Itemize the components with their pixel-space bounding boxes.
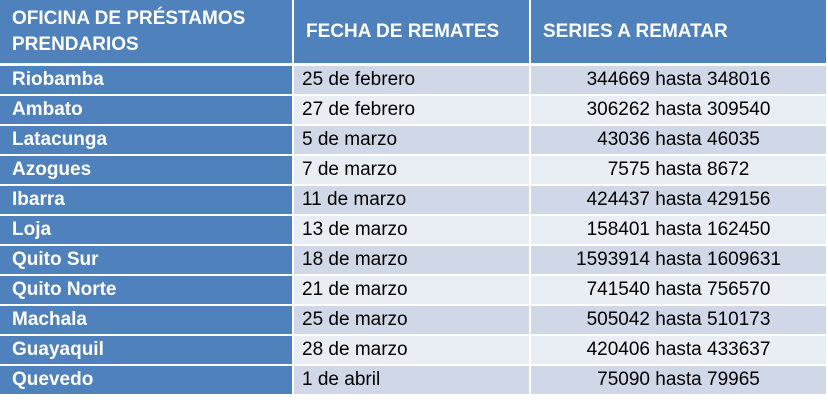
date-cell: 25 de febrero (294, 66, 531, 96)
date-cell: 11 de marzo (294, 186, 531, 216)
series-cell: 43036 hasta 46035 (531, 126, 826, 156)
table-row: Machala 25 de marzo 505042 hasta 510173 (0, 306, 826, 336)
office-cell: Azogues (0, 156, 294, 186)
header-date: FECHA DE REMATES (294, 0, 531, 66)
office-cell: Loja (0, 216, 294, 246)
office-cell: Ibarra (0, 186, 294, 216)
date-cell: 7 de marzo (294, 156, 531, 186)
series-cell: 424437 hasta 429156 (531, 186, 826, 216)
table-row: Ibarra 11 de marzo 424437 hasta 429156 (0, 186, 826, 216)
date-cell: 28 de marzo (294, 336, 531, 366)
series-cell: 505042 hasta 510173 (531, 306, 826, 336)
date-cell: 21 de marzo (294, 276, 531, 306)
table-row: Riobamba 25 de febrero 344669 hasta 3480… (0, 66, 826, 96)
office-cell: Quevedo (0, 366, 294, 396)
series-cell: 344669 hasta 348016 (531, 66, 826, 96)
series-cell: 158401 hasta 162450 (531, 216, 826, 246)
table-row: Guayaquil 28 de marzo 420406 hasta 43363… (0, 336, 826, 366)
header-series: SERIES A REMATAR (531, 0, 826, 66)
office-cell: Machala (0, 306, 294, 336)
table-row: Quevedo 1 de abril 75090 hasta 79965 (0, 366, 826, 396)
table-row: Ambato 27 de febrero 306262 hasta 309540 (0, 96, 826, 126)
series-cell: 7575 hasta 8672 (531, 156, 826, 186)
date-cell: 1 de abril (294, 366, 531, 396)
date-cell: 27 de febrero (294, 96, 531, 126)
office-cell: Ambato (0, 96, 294, 126)
table-header-row: OFICINA DE PRÉSTAMOS PRENDARIOS FECHA DE… (0, 0, 826, 66)
table-row: Azogues 7 de marzo 7575 hasta 8672 (0, 156, 826, 186)
auction-table-container: OFICINA DE PRÉSTAMOS PRENDARIOS FECHA DE… (0, 0, 826, 396)
series-cell: 420406 hasta 433637 (531, 336, 826, 366)
header-office: OFICINA DE PRÉSTAMOS PRENDARIOS (0, 0, 294, 66)
office-cell: Quito Sur (0, 246, 294, 276)
office-cell: Guayaquil (0, 336, 294, 366)
office-cell: Quito Norte (0, 276, 294, 306)
date-cell: 5 de marzo (294, 126, 531, 156)
office-cell: Riobamba (0, 66, 294, 96)
date-cell: 18 de marzo (294, 246, 531, 276)
office-cell: Latacunga (0, 126, 294, 156)
date-cell: 25 de marzo (294, 306, 531, 336)
table-row: Quito Norte 21 de marzo 741540 hasta 756… (0, 276, 826, 306)
date-cell: 13 de marzo (294, 216, 531, 246)
series-cell: 75090 hasta 79965 (531, 366, 826, 396)
series-cell: 1593914 hasta 1609631 (531, 246, 826, 276)
table-row: Loja 13 de marzo 158401 hasta 162450 (0, 216, 826, 246)
series-cell: 741540 hasta 756570 (531, 276, 826, 306)
series-cell: 306262 hasta 309540 (531, 96, 826, 126)
table-row: Quito Sur 18 de marzo 1593914 hasta 1609… (0, 246, 826, 276)
auction-schedule-table: OFICINA DE PRÉSTAMOS PRENDARIOS FECHA DE… (0, 0, 826, 396)
table-row: Latacunga 5 de marzo 43036 hasta 46035 (0, 126, 826, 156)
